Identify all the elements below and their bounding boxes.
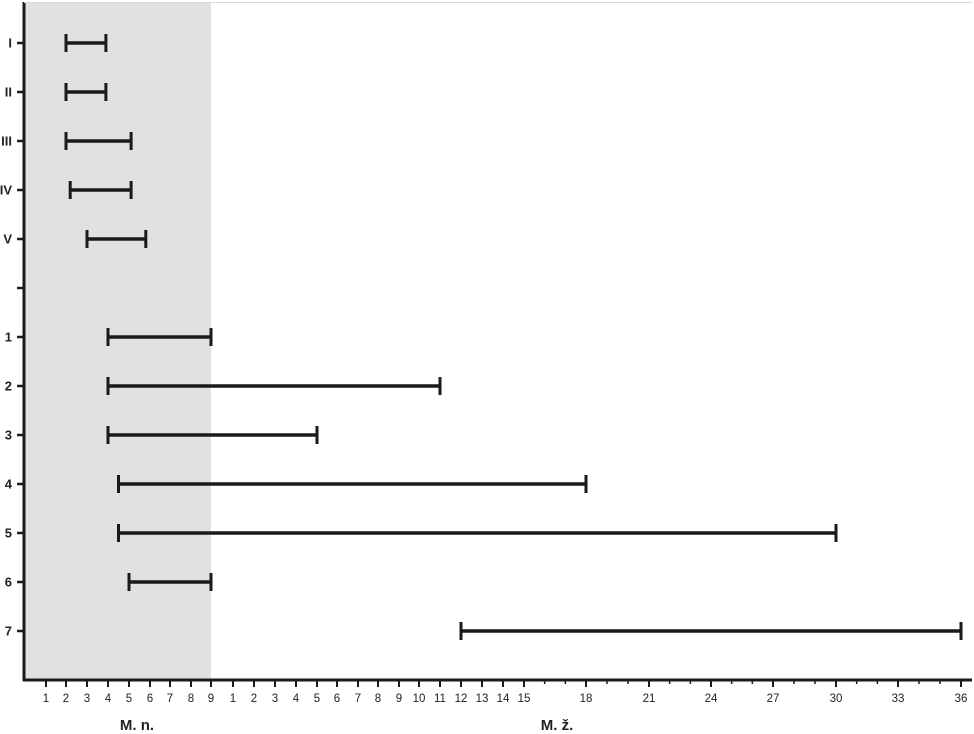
x-tick-label: 21 [643, 693, 656, 705]
x-tick-label: 27 [767, 693, 780, 705]
range-bar [106, 426, 319, 444]
range-bar [85, 230, 148, 248]
x-tick-label: 7 [355, 693, 361, 705]
range-bar [64, 34, 108, 52]
range-bar [64, 132, 133, 150]
x-tick-label: 7 [167, 693, 173, 705]
x-tick-label: 12 [455, 693, 468, 705]
section-label: M. n. [120, 717, 154, 734]
row-label: I [8, 36, 12, 51]
x-tick-label: 11 [434, 693, 446, 705]
row-label: 4 [5, 477, 13, 492]
x-tick-label: 3 [84, 693, 90, 705]
x-tick-labels: 1 2 3 4 5 6 7 8 9 1 2 3 4 5 6 7 8 9 10 11 12 13 14 15 18 21 24 27 30… [43, 693, 968, 705]
x-tick-label: 33 [892, 693, 905, 705]
x-tick-label: 5 [126, 693, 132, 705]
x-tick-label: 30 [830, 693, 843, 705]
x-tick-label: 9 [396, 693, 402, 705]
range-bar [64, 83, 108, 101]
row-label: 3 [5, 428, 12, 443]
row-label: 5 [5, 526, 12, 541]
x-tick-label: 10 [413, 693, 426, 705]
x-tick-label: 6 [147, 693, 153, 705]
x-tick-label: 8 [188, 693, 194, 705]
range-bar [459, 622, 963, 640]
axes [17, 2, 972, 687]
x-tick-label: 24 [705, 693, 718, 705]
range-bar [106, 328, 213, 346]
row-label: 7 [5, 624, 12, 639]
x-tick-label: 3 [272, 693, 278, 705]
infancy-shaded-region [24, 2, 211, 680]
range-bar [68, 181, 133, 199]
range-bar [106, 377, 442, 395]
x-tick-label: 1 [43, 693, 49, 705]
range-bar [127, 573, 213, 591]
range-bar [117, 475, 588, 493]
x-tick-label: 15 [518, 693, 531, 705]
row-label: V [3, 232, 12, 247]
x-tick-label: 13 [476, 693, 489, 705]
range-bar [117, 524, 838, 542]
x-tick-label: 2 [251, 693, 257, 705]
x-tick-label: 14 [497, 693, 510, 705]
x-tick-label: 6 [334, 693, 340, 705]
x-tick-label: 4 [293, 693, 300, 705]
section-labels: M. n. M. ž. [120, 717, 573, 734]
x-tick-label: 4 [105, 693, 112, 705]
x-tick-label: 36 [955, 693, 968, 705]
x-tick-label: 8 [375, 693, 381, 705]
x-tick-label: 2 [63, 693, 69, 705]
range-bars [64, 34, 963, 640]
row-label: 2 [5, 379, 12, 394]
x-tick-label: 5 [314, 693, 320, 705]
row-label: II [5, 85, 12, 100]
row-label: 6 [5, 575, 12, 590]
x-tick-label: 18 [580, 693, 593, 705]
row-label: III [1, 134, 12, 149]
x-tick-label: 9 [208, 693, 214, 705]
row-label: IV [0, 183, 12, 198]
x-tick-label: 1 [230, 693, 236, 705]
row-label: 1 [5, 330, 12, 345]
section-label: M. ž. [541, 717, 574, 734]
